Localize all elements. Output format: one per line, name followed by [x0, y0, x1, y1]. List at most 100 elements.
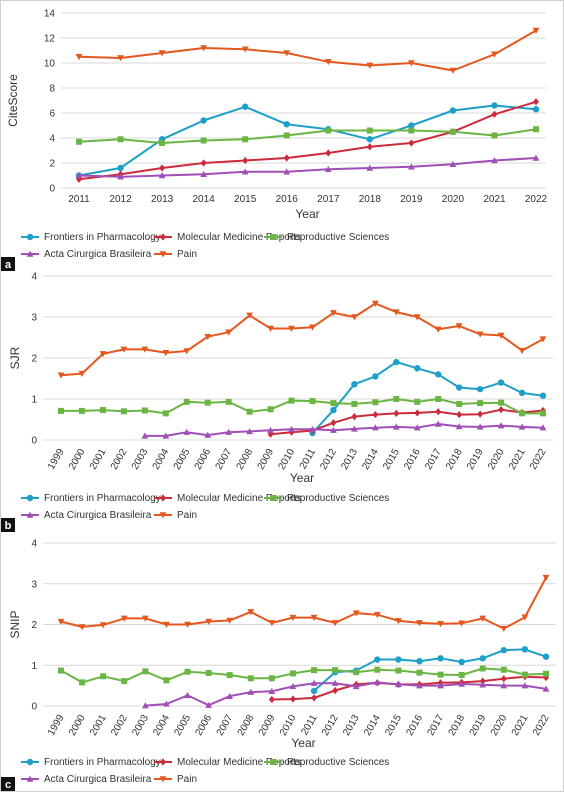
series-line — [78, 128, 537, 144]
data-point — [117, 55, 124, 62]
x-tick-label: 2010 — [276, 447, 297, 472]
chart-panel-a: 0 2 4 6 8 10 12 14 2011 2012 2013 2014 2015 2016 2017 2… — [1, 9, 548, 271]
x-tick-label: 2015 — [383, 713, 404, 738]
x-tick-label: 2019 — [465, 447, 486, 472]
data-point — [497, 379, 505, 386]
legend-marker — [159, 512, 167, 519]
data-point — [407, 60, 415, 67]
data-point — [497, 422, 505, 429]
data-point — [158, 172, 166, 179]
x-tick-label: 2013 — [151, 194, 174, 205]
x-tick-label: 2001 — [88, 713, 109, 738]
data-point — [57, 372, 65, 379]
data-point — [289, 614, 297, 621]
x-tick-label: 2011 — [68, 194, 90, 205]
data-point — [268, 687, 276, 695]
legend-item: Reproductive Sciences — [264, 757, 389, 768]
data-point — [437, 620, 444, 628]
data-point — [500, 646, 508, 654]
series-line — [78, 157, 537, 178]
data-point — [372, 373, 379, 380]
series-acta-cirurgica-brasileira — [75, 154, 540, 180]
legend-item: Reproductive Sciences — [264, 232, 389, 243]
legend-marker — [26, 250, 34, 257]
data-point — [204, 333, 212, 341]
x-tick-label: 2020 — [489, 713, 510, 738]
data-point — [141, 615, 149, 622]
data-point — [500, 666, 507, 673]
data-point — [159, 164, 166, 172]
data-point — [311, 667, 318, 674]
x-tick-label: 2015 — [381, 447, 402, 472]
data-point — [498, 406, 505, 414]
data-point — [449, 67, 457, 74]
data-point — [309, 324, 316, 331]
x-tick-label: 2012 — [109, 194, 132, 205]
series-line — [78, 100, 537, 181]
y-tick-label: 0 — [31, 702, 37, 713]
legend-item: Frontiers in Pharmacology — [21, 493, 161, 504]
data-point — [414, 409, 421, 417]
data-point — [310, 614, 318, 621]
data-point — [204, 431, 212, 438]
y-tick-label: 1 — [31, 661, 37, 672]
data-point — [58, 667, 64, 674]
data-point — [200, 159, 207, 167]
data-point — [449, 160, 457, 167]
data-point — [283, 132, 290, 139]
panel-tag: b — [1, 518, 15, 532]
data-point — [532, 154, 540, 161]
y-axis-label: CiteScore — [6, 74, 20, 127]
x-tick-label: 2021 — [483, 194, 506, 205]
data-point — [183, 398, 190, 405]
data-point — [416, 620, 423, 627]
data-point — [532, 27, 540, 34]
x-tick-label: 2002 — [109, 447, 130, 472]
legend-item: Molecular Medicine Reports — [154, 757, 301, 768]
legend: Frontiers in Pharmacology Molecular Medic… — [21, 493, 389, 521]
y-tick-label: 2 — [49, 159, 55, 170]
data-point — [163, 621, 170, 628]
legend-item: Acta Cirurgica Brasileira — [21, 510, 152, 521]
data-point — [350, 425, 358, 432]
x-tick-label: 2003 — [130, 447, 151, 472]
y-tick-label: 6 — [49, 109, 55, 120]
y-tick-label: 4 — [31, 539, 37, 550]
data-point — [366, 164, 374, 171]
legend-marker — [159, 251, 167, 258]
data-point — [289, 683, 297, 690]
data-point — [205, 618, 213, 626]
y-axis-label: SNIP — [8, 610, 22, 638]
y-tick-label: 2 — [31, 620, 37, 631]
x-tick-label: 2017 — [317, 194, 340, 205]
data-point — [200, 117, 207, 124]
data-point — [75, 172, 83, 179]
data-point — [141, 432, 149, 439]
legend-marker — [26, 233, 34, 241]
x-tick-label: 2004 — [151, 447, 172, 472]
legend-marker — [26, 758, 34, 766]
data-point — [479, 665, 486, 672]
y-tick-label: 10 — [44, 59, 56, 70]
data-point — [120, 615, 128, 622]
x-tick-label: 2000 — [67, 447, 88, 472]
data-point — [162, 432, 170, 439]
data-point — [58, 407, 64, 414]
data-point — [117, 173, 124, 180]
data-point — [416, 669, 423, 676]
data-point — [374, 656, 381, 663]
x-tick-label: 2019 — [468, 713, 489, 738]
data-point — [325, 149, 332, 157]
data-point — [226, 672, 233, 679]
data-point — [393, 358, 400, 366]
y-tick-label: 0 — [49, 184, 55, 195]
legend-marker — [160, 494, 166, 502]
data-point — [542, 574, 550, 582]
data-point — [374, 666, 381, 673]
x-tick-label: 2016 — [276, 194, 299, 205]
data-point — [200, 137, 207, 144]
panel-tag-box — [1, 257, 15, 271]
data-point — [456, 400, 463, 407]
legend-marker — [26, 775, 34, 782]
data-point — [408, 139, 415, 147]
